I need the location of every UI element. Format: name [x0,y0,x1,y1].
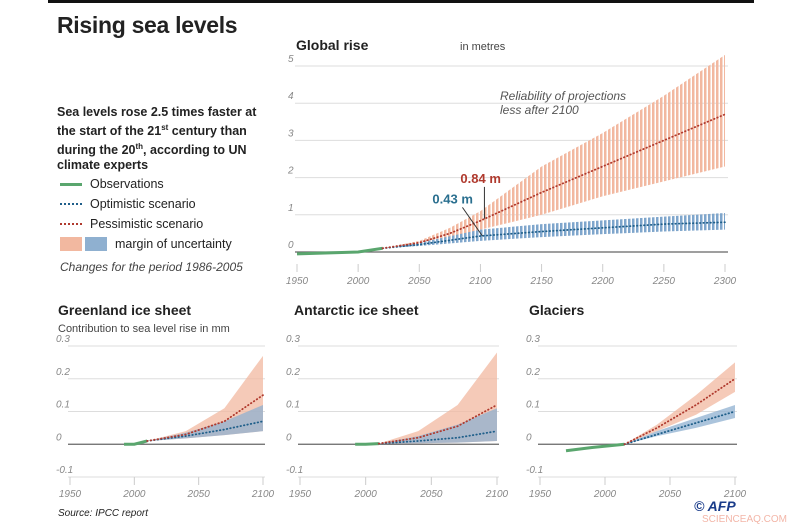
x-tick-label: 2050 [187,489,211,500]
optimistic-band-swatch [85,237,107,251]
page-title: Rising sea levels [57,12,238,38]
x-tick-label: 2050 [419,489,443,500]
pessimistic-line [377,404,498,445]
legend: Observations Optimistic scenario Pessimi… [60,174,232,254]
y-tick-label: 1 [288,203,294,214]
y-tick-label: 0.3 [286,334,300,345]
watermark: SCIENCEAQ.COM [702,514,788,525]
dotted-line-icon [60,223,82,225]
top-rule [48,0,754,3]
optimistic-uncertainty-band [624,404,735,445]
x-tick-label: 2000 [346,276,370,287]
x-tick-label: 2250 [652,276,676,287]
y-tick-label: 0 [526,432,532,443]
intro-part: , according to UN climate experts [57,143,247,173]
x-tick-label: 2100 [485,489,509,500]
period-note: Changes for the period 1986-2005 [60,260,243,274]
chart-title: Global rise [296,37,369,53]
x-tick-label: 2000 [354,489,378,500]
optimistic-line [377,430,498,445]
solid-line-icon [60,182,82,186]
optimistic-uncertainty-band [147,404,263,441]
x-tick-label: 1950 [529,489,552,500]
y-tick-label: 0.1 [526,400,540,411]
pessimistic-line [623,377,736,446]
unit-label: in metres [460,41,506,53]
y-tick-label: 0 [288,240,294,251]
y-tick-label: 0.1 [56,400,70,411]
x-tick-label: 2100 [251,489,275,500]
legend-observations: Observations [60,174,232,194]
x-tick-label: 1950 [286,276,309,287]
legend-label: Pessimistic scenario [90,217,204,231]
pessimistic-band-swatch [60,237,82,251]
y-tick-label: 0.2 [56,367,70,378]
intro-part: century than during the 20 [57,124,247,158]
y-tick-label: 3 [288,128,294,139]
afp-logo: © AFP [694,498,736,514]
pessimistic-uncertainty-band [382,54,725,249]
legend-pessimistic: Pessimistic scenario [60,214,232,234]
y-tick-label: 0 [286,432,292,443]
x-tick-label: 2050 [658,489,682,500]
x-tick-label: 2150 [529,276,553,287]
intro-sup: th [135,142,144,152]
y-tick-label: 0.2 [526,367,540,378]
x-tick-label: 2000 [122,489,146,500]
optimistic-2100-label: 0.43 m [432,192,472,207]
y-tick-label: 0.3 [56,334,70,345]
reliability-annotation: less after 2100 [500,103,579,117]
pessimistic-2100-label: 0.84 m [460,171,500,186]
observations-line [355,442,379,446]
chart-title: Antarctic ice sheet [294,302,419,318]
y-tick-label: 0.3 [526,334,540,345]
y-tick-label: 0.2 [286,367,300,378]
dotted-line-icon [60,203,82,205]
observations-line [124,439,148,446]
optimistic-uncertainty-band [378,408,497,444]
y-tick-label: -0.1 [526,465,543,476]
x-tick-label: 2100 [723,489,747,500]
y-tick-label: 2 [287,166,294,177]
legend-label: margin of uncertainty [115,237,232,251]
pessimistic-line [146,394,264,442]
x-tick-label: 1950 [289,489,312,500]
y-tick-label: 5 [288,54,294,65]
callout-line [462,207,483,237]
x-tick-label: 2300 [713,276,737,287]
legend-optimistic: Optimistic scenario [60,194,232,214]
y-tick-label: -0.1 [286,465,303,476]
x-tick-label: 2000 [593,489,617,500]
x-tick-label: 1950 [59,489,82,500]
y-tick-label: 4 [288,91,294,102]
intro-text: Sea levels rose 2.5 times faster at the … [57,105,272,173]
source-note: Source: IPCC report [58,508,149,519]
chart-title: Glaciers [529,302,584,318]
optimistic-line [623,410,736,446]
legend-uncertainty: margin of uncertainty [60,234,232,254]
intro-part: Sea levels rose 2.5 times faster at the … [57,105,257,139]
pessimistic-line [381,113,726,250]
x-tick-label: 2050 [407,276,431,287]
chart-subtitle: Contribution to sea level rise in mm [58,323,230,335]
pessimistic-uncertainty-band [624,362,735,445]
optimistic-line [146,420,264,442]
chart-title: Greenland ice sheet [58,302,191,318]
intro-sup: st [161,123,169,132]
y-tick-label: 0 [56,432,62,443]
legend-label: Observations [90,177,164,191]
observations-line [296,246,383,256]
x-tick-label: 2200 [591,276,615,287]
y-tick-label: -0.1 [56,465,73,476]
observations-line [565,442,625,453]
y-tick-label: 0.1 [286,400,300,411]
legend-label: Optimistic scenario [90,197,196,211]
x-tick-label: 2100 [468,276,492,287]
reliability-annotation: Reliability of projections [500,89,626,103]
